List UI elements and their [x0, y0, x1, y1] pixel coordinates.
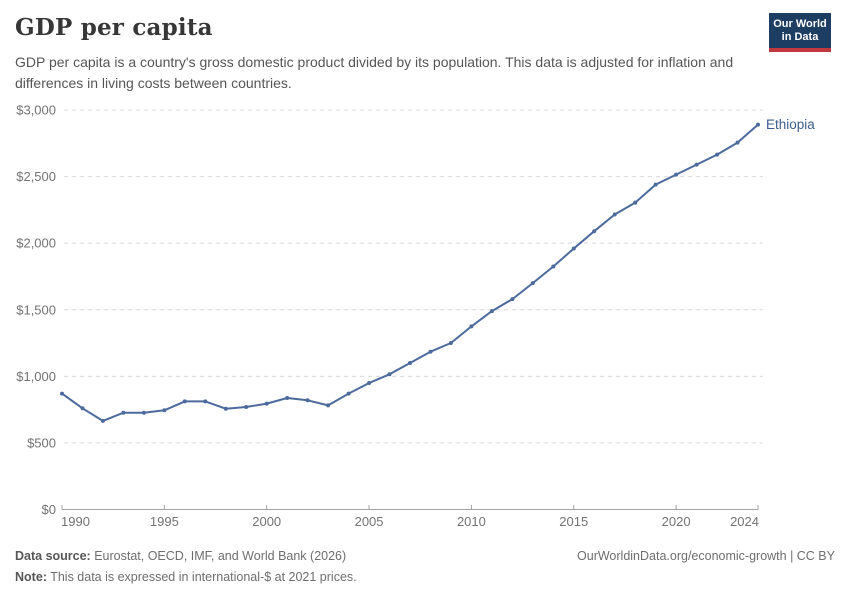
data-point: [285, 396, 290, 400]
data-point: [756, 122, 760, 127]
x-tick-label: 1995: [150, 514, 179, 529]
data-point: [612, 212, 617, 217]
y-tick-label: $2,000: [16, 236, 56, 251]
data-point: [551, 264, 556, 269]
data-point: [367, 381, 372, 385]
data-point: [60, 391, 64, 396]
note-label: Note:: [15, 570, 47, 584]
data-point: [387, 372, 392, 377]
chart-footer: Data source: Eurostat, OECD, IMF, and Wo…: [15, 546, 835, 588]
data-point: [448, 341, 453, 345]
data-point: [571, 246, 576, 251]
data-point: [162, 408, 167, 413]
data-point: [80, 406, 85, 411]
y-tick-label: $500: [27, 435, 56, 450]
data-point: [469, 324, 474, 329]
data-point: [326, 403, 331, 408]
data-point: [100, 418, 105, 423]
data-source-line: Data source: Eurostat, OECD, IMF, and Wo…: [15, 546, 835, 567]
data-point: [510, 297, 515, 302]
x-tick-label: 2010: [457, 514, 486, 529]
data-point: [653, 182, 658, 187]
data-point: [305, 398, 310, 403]
data-point: [674, 172, 679, 177]
data-point: [489, 309, 494, 314]
owid-url-link[interactable]: OurWorldinData.org/economic-growth | CC …: [577, 549, 835, 563]
data-point: [428, 349, 433, 354]
data-point: [264, 401, 269, 406]
data-source-label: Data source:: [15, 549, 91, 563]
data-point: [141, 410, 146, 415]
x-tick-label: 2020: [662, 514, 691, 529]
chart-subtitle: GDP per capita is a country's gross dome…: [15, 54, 734, 91]
data-point: [244, 405, 249, 409]
y-tick-label: $1,500: [16, 302, 56, 317]
y-tick-label: $0: [42, 502, 56, 517]
data-point: [694, 162, 699, 167]
data-point: [633, 200, 638, 205]
data-point: [182, 399, 187, 404]
data-point: [121, 410, 126, 415]
x-tick-label: 2000: [252, 514, 281, 529]
page-title: GDP per capita: [15, 14, 213, 41]
data-point: [203, 399, 208, 404]
entity-label[interactable]: Ethiopia: [766, 117, 815, 132]
x-tick-label: 2024: [730, 514, 759, 529]
x-tick-label: 2005: [355, 514, 384, 529]
x-tick-label: 1990: [61, 514, 90, 529]
data-point: [408, 361, 412, 365]
owid-logo-line1: Our World: [773, 17, 827, 30]
note-text: This data is expressed in international-…: [46, 570, 357, 584]
x-tick-label: 2015: [559, 514, 588, 529]
data-source-text: Eurostat, OECD, IMF, and World Bank (202…: [90, 549, 347, 563]
note-line: Note: This data is expressed in internat…: [15, 567, 835, 588]
y-tick-label: $2,500: [16, 169, 56, 184]
data-point: [530, 281, 535, 286]
data-point: [715, 152, 720, 157]
data-point: [735, 140, 740, 145]
owid-logo-line2: in Data: [781, 30, 819, 43]
owid-logo[interactable]: Our World in Data: [769, 13, 831, 52]
data-point: [223, 406, 228, 411]
data-point: [592, 229, 597, 234]
y-tick-label: $3,000: [16, 103, 56, 118]
y-tick-label: $1,000: [16, 369, 56, 384]
data-point: [346, 391, 351, 396]
